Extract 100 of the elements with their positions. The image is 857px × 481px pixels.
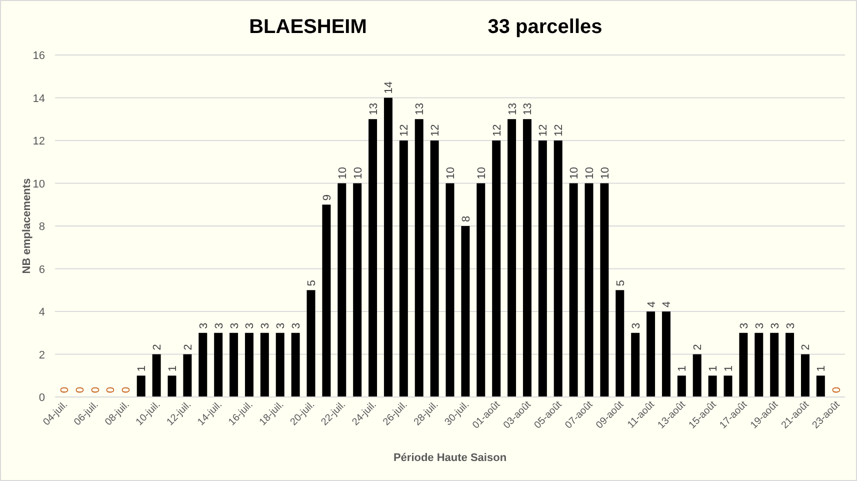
data-label: 1 — [676, 366, 689, 372]
data-label: 0 — [105, 386, 118, 393]
data-label: 13 — [522, 102, 534, 116]
bar — [508, 119, 516, 397]
data-label: 1 — [166, 366, 179, 372]
bar — [708, 376, 717, 397]
data-label: 10 — [476, 167, 488, 180]
data-label: 5 — [614, 280, 627, 286]
data-label: 1 — [723, 366, 736, 372]
bar — [430, 140, 439, 397]
bar — [631, 332, 640, 397]
data-label: 10 — [568, 167, 581, 180]
data-label: 10 — [352, 167, 364, 180]
data-label: 13 — [506, 102, 519, 116]
data-label: 14 — [383, 82, 396, 94]
bar — [260, 332, 269, 397]
data-label: 3 — [769, 322, 782, 329]
bar — [446, 183, 454, 397]
data-label: 12 — [398, 124, 411, 136]
bar — [214, 332, 223, 397]
data-label: 1 — [816, 366, 828, 372]
data-label: 2 — [800, 344, 812, 350]
bar — [322, 204, 331, 397]
bar — [646, 312, 656, 397]
data-label: 2 — [692, 344, 704, 350]
data-label: 3 — [738, 322, 750, 329]
bar — [353, 183, 362, 397]
data-label: 3 — [198, 322, 210, 329]
y-axis-title: NB emplacements — [21, 178, 33, 274]
bar — [554, 140, 562, 397]
bar — [800, 354, 810, 397]
bar — [616, 290, 624, 397]
bar — [338, 183, 346, 397]
y-tick-label: 4 — [38, 306, 45, 318]
bar — [662, 312, 670, 397]
data-label: 4 — [661, 301, 674, 308]
data-label: 0 — [120, 386, 133, 393]
data-label: 0 — [831, 386, 844, 393]
chart-subtitle: 33 parcelles — [488, 16, 602, 38]
data-label: 9 — [321, 194, 334, 201]
data-label: 12 — [491, 124, 504, 136]
bar — [677, 376, 686, 397]
data-label: 3 — [290, 322, 303, 329]
y-tick-label: 6 — [38, 264, 45, 276]
bar — [198, 332, 208, 397]
data-label: 4 — [646, 301, 658, 308]
bar — [136, 376, 146, 397]
data-label: 3 — [228, 322, 241, 329]
data-label: 3 — [244, 322, 256, 329]
y-tick-label: 2 — [38, 349, 45, 362]
data-label: 10 — [336, 167, 349, 180]
y-tick-label: 10 — [32, 178, 45, 190]
bar — [569, 183, 578, 397]
data-label: 12 — [553, 124, 566, 136]
bar — [461, 226, 470, 397]
bar — [492, 140, 501, 397]
bar — [414, 119, 424, 397]
data-label: 12 — [430, 124, 442, 136]
bar — [816, 376, 825, 397]
data-label: 0 — [58, 386, 71, 393]
y-tick-label: 12 — [32, 136, 45, 148]
chart-title: BLAESHEIM — [249, 16, 367, 38]
data-label: 3 — [213, 322, 226, 329]
data-label: 3 — [275, 322, 288, 329]
data-label: 1 — [708, 366, 720, 372]
bar — [183, 354, 192, 397]
data-label: 8 — [460, 216, 472, 222]
bar — [168, 376, 176, 397]
bar — [152, 354, 161, 397]
bar — [476, 183, 486, 397]
bar — [692, 354, 702, 397]
data-label: 10 — [445, 167, 457, 180]
bar — [276, 332, 284, 397]
bar — [306, 290, 316, 397]
bar — [291, 332, 300, 397]
data-label: 0 — [74, 386, 86, 393]
data-label: 10 — [584, 167, 596, 180]
data-label: 2 — [152, 344, 164, 350]
y-tick-label: 14 — [32, 92, 45, 105]
bar — [244, 332, 254, 397]
bar — [724, 376, 732, 397]
data-label: 3 — [754, 322, 766, 329]
bar — [399, 140, 408, 397]
data-label: 13 — [414, 102, 426, 116]
bar — [600, 183, 609, 397]
data-label: 12 — [538, 124, 550, 136]
data-label: 13 — [368, 102, 380, 116]
y-tick-label: 0 — [38, 392, 45, 404]
bar — [754, 332, 764, 397]
y-tick-label: 16 — [32, 50, 45, 62]
bar — [230, 332, 238, 397]
bar — [584, 183, 594, 397]
bar — [770, 332, 779, 397]
data-label: 3 — [260, 322, 272, 329]
data-label: 3 — [630, 322, 642, 329]
data-label: 0 — [90, 386, 102, 393]
bar — [522, 119, 532, 397]
x-axis-title: Période Haute Saison — [393, 452, 507, 464]
bar — [739, 332, 748, 397]
data-label: 1 — [136, 366, 148, 372]
